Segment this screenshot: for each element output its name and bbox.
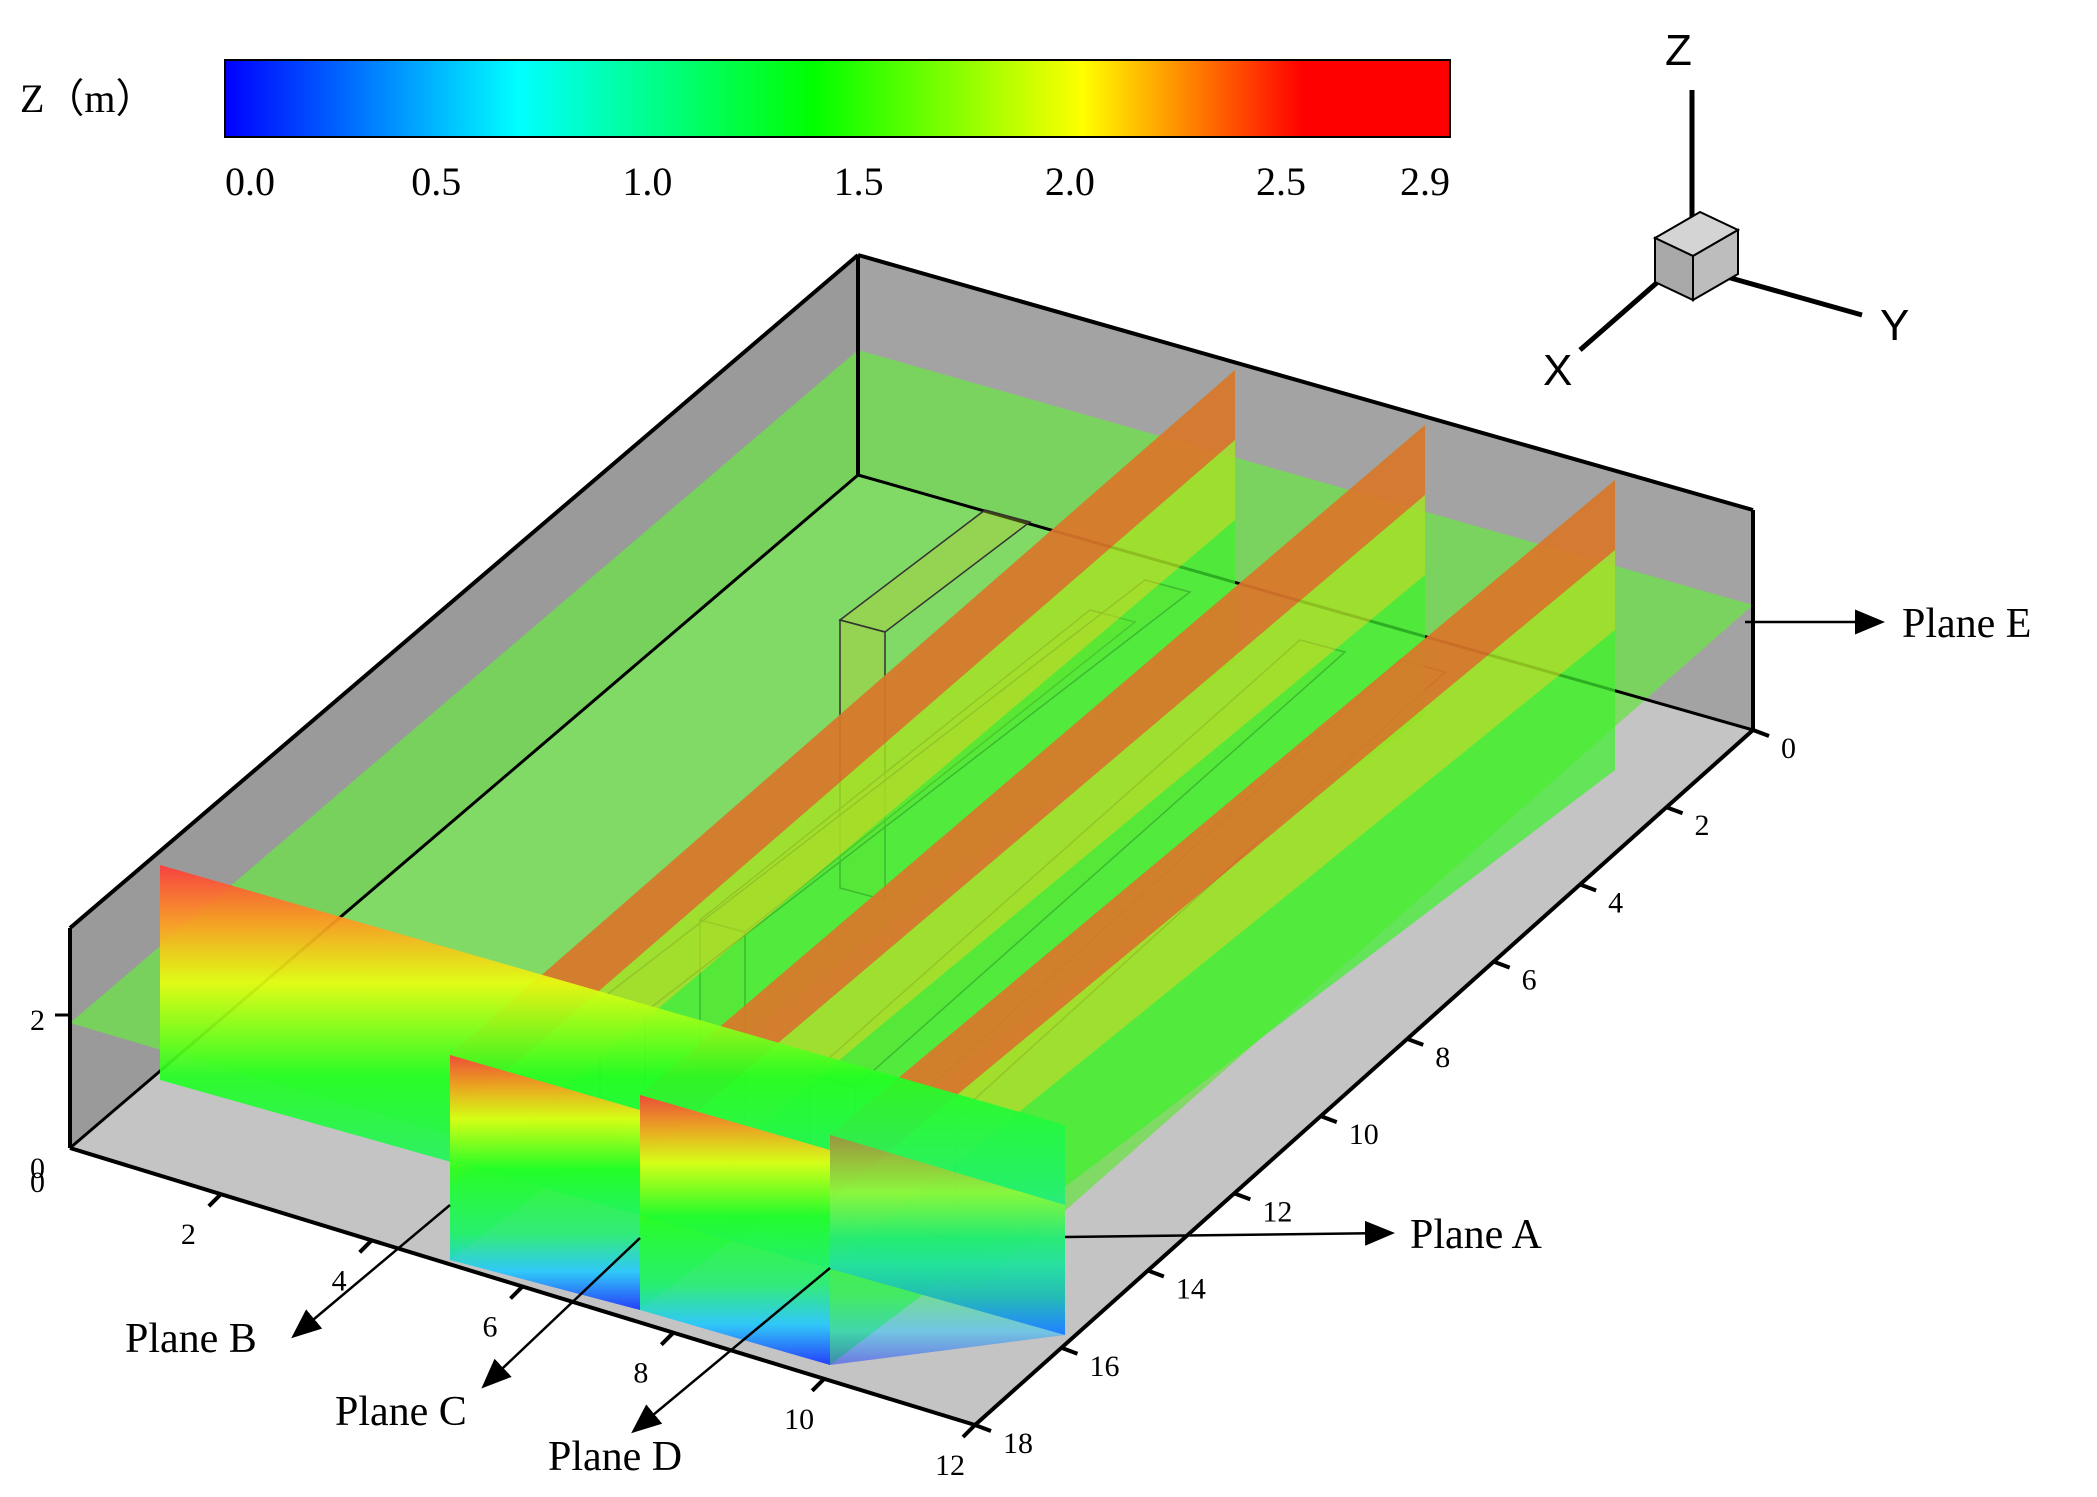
z-axis-ticks: 2 0 0: [30, 1004, 70, 1199]
colorbar-tick-label: 2.5: [1256, 159, 1306, 204]
plane-c-label: Plane C: [335, 1389, 467, 1435]
y-tick-mark: [1406, 1037, 1424, 1047]
y-tick-label: 4: [1608, 886, 1623, 919]
y-axis-ticks: 0 2 4 6 8 10 12 14 16 18: [974, 728, 1796, 1460]
y-tick-label: 8: [1435, 1041, 1450, 1074]
x-tick-mark: [358, 1238, 374, 1254]
colorbar-tick-label: 2.0: [1045, 159, 1095, 204]
y-tick-label: 10: [1349, 1118, 1379, 1151]
colorbar-tick-label: 1.0: [622, 159, 672, 204]
y-tick-mark: [1060, 1345, 1079, 1356]
plane-d-label: Plane D: [548, 1434, 682, 1480]
x-tick-label: 10: [784, 1403, 814, 1436]
z-tick-label: 0: [30, 1152, 45, 1185]
z-tick-label: 2: [30, 1004, 45, 1037]
y-tick-label: 6: [1522, 964, 1537, 997]
y-tick-label: 0: [1781, 732, 1796, 765]
plane-annotations: [291, 609, 1885, 1434]
x-tick-mark: [207, 1192, 223, 1208]
x-tick-mark: [659, 1331, 675, 1347]
y-tick-label: 16: [1089, 1350, 1119, 1383]
triad-cube-icon: [1652, 210, 1741, 302]
y-tick-mark: [1752, 728, 1770, 738]
plane-e-label: Plane E: [1902, 601, 2031, 647]
axis-triad: Z Y X: [1543, 26, 1909, 395]
y-tick-mark: [1492, 959, 1511, 970]
x-tick-label: 12: [935, 1449, 965, 1482]
triad-x-label: X: [1543, 346, 1572, 395]
x-tick-mark: [810, 1377, 826, 1393]
y-tick-mark: [974, 1423, 992, 1433]
y-tick-label: 12: [1262, 1195, 1292, 1228]
y-tick-label: 2: [1695, 809, 1710, 842]
x-tick-label: 4: [332, 1264, 347, 1297]
y-tick-mark: [1147, 1268, 1165, 1279]
triad-z-label: Z: [1665, 26, 1692, 75]
x-tick-label: 6: [483, 1311, 498, 1344]
x-tick-label: 2: [181, 1218, 196, 1251]
y-tick-mark: [1320, 1114, 1338, 1124]
colorbar-tick-label: 1.5: [834, 159, 884, 204]
y-tick-label: 14: [1176, 1273, 1206, 1306]
y-tick-mark: [1579, 882, 1597, 893]
room-3d: [68, 253, 1755, 1427]
y-tick-label: 18: [1003, 1427, 1033, 1460]
x-tick-mark: [509, 1285, 524, 1300]
colorbar-tick-label: 0.0: [225, 159, 275, 204]
colorbar: Z（m） 0.0 0.5 1.0 1.5 2.0 2.5 2.9: [20, 59, 1451, 204]
z-origin-label: 0: [30, 1166, 45, 1199]
x-axis-ticks: 2 4 6 8 10 12: [181, 1192, 977, 1482]
colorbar-tick-label: 2.9: [1400, 159, 1450, 204]
x-tick-label: 8: [633, 1357, 648, 1390]
y-tick-mark: [1233, 1191, 1252, 1202]
colorbar-ticks: 0.0 0.5 1.0 1.5 2.0 2.5 2.9: [225, 159, 1450, 204]
colorbar-gradient: [224, 59, 1451, 138]
colorbar-title: Z（m）: [20, 76, 156, 121]
plane-b-label: Plane B: [125, 1316, 257, 1362]
plane-a-label: Plane A: [1410, 1212, 1542, 1258]
triad-y-label: Y: [1880, 301, 1909, 350]
y-tick-mark: [1665, 805, 1684, 816]
x-tick-mark: [961, 1423, 977, 1439]
colorbar-tick-label: 0.5: [411, 159, 461, 204]
